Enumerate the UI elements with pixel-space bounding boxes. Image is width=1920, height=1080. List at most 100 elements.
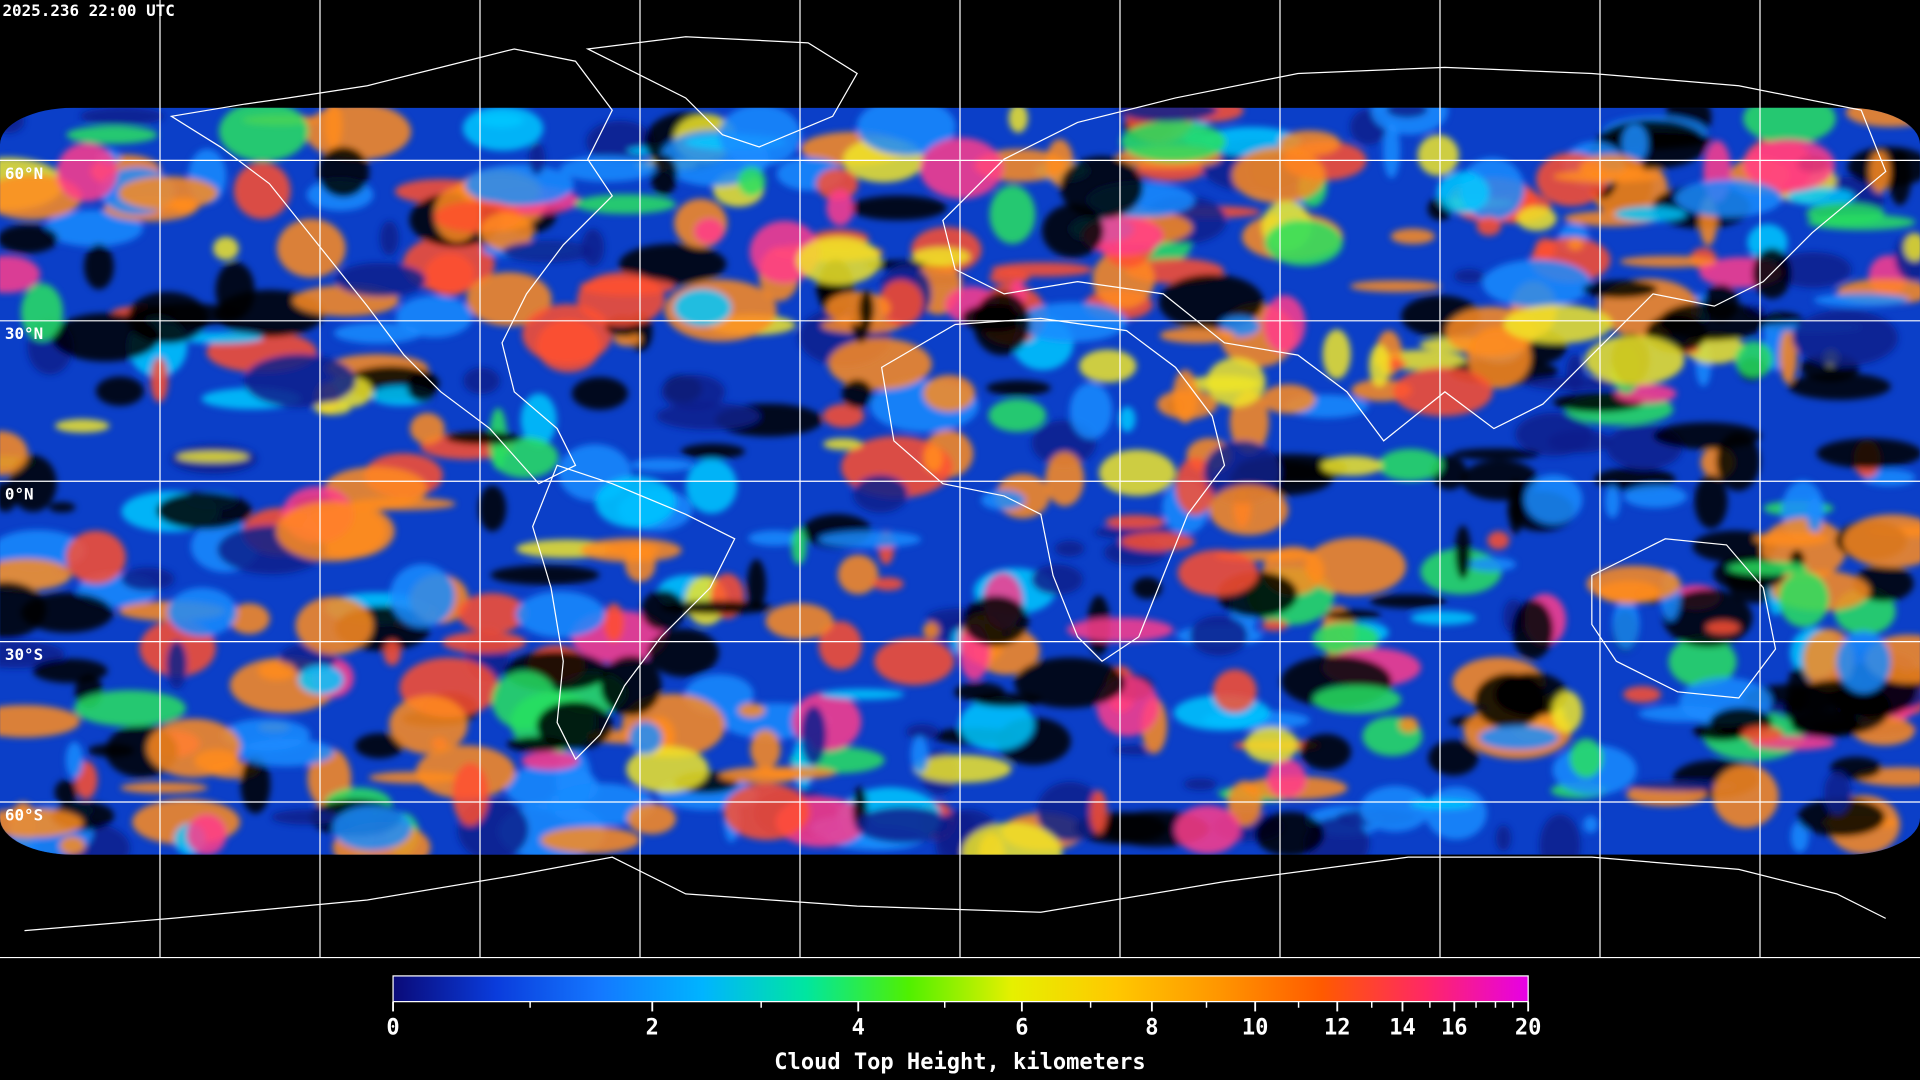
cloud xyxy=(1378,448,1443,481)
cloud xyxy=(905,723,939,740)
cloud xyxy=(694,218,725,244)
cloud xyxy=(0,174,83,220)
colorbar-tick-label: 6 xyxy=(1015,1016,1028,1041)
cloud xyxy=(80,107,165,126)
cloud xyxy=(186,814,227,855)
cloud xyxy=(959,698,1035,751)
cloud xyxy=(1231,147,1326,204)
cloud xyxy=(464,164,575,206)
coastline xyxy=(24,856,1886,932)
cloud xyxy=(1604,485,1621,519)
cloud xyxy=(1264,219,1343,266)
cloud xyxy=(166,640,188,690)
cloud xyxy=(603,603,624,643)
cloud xyxy=(1261,619,1288,631)
cloud xyxy=(825,291,891,325)
colorbar-tick-label: 0 xyxy=(386,1016,399,1041)
cloud xyxy=(1120,532,1195,552)
cloud xyxy=(176,451,250,463)
cloud xyxy=(1172,369,1198,423)
cloud xyxy=(1118,406,1136,432)
colorbar-tick-label: 8 xyxy=(1145,1016,1158,1041)
cloud xyxy=(442,631,527,654)
cloud xyxy=(95,376,144,406)
cloud xyxy=(20,283,64,342)
cloud xyxy=(1790,820,1809,853)
cloud xyxy=(521,751,580,771)
cloud xyxy=(120,782,208,794)
cloud xyxy=(118,176,218,211)
cloud xyxy=(1597,580,1661,604)
cloud xyxy=(1612,599,1640,650)
cloud xyxy=(1278,130,1341,156)
cloud xyxy=(1788,372,1891,400)
cloud xyxy=(718,767,803,784)
cloud xyxy=(1031,564,1083,595)
cloud xyxy=(627,803,677,835)
cloud xyxy=(818,530,922,548)
cloud xyxy=(0,431,28,476)
colorbar-tick-label: 10 xyxy=(1242,1016,1269,1041)
cloud xyxy=(1727,560,1808,576)
cloud xyxy=(1823,771,1852,815)
cloud xyxy=(858,290,875,328)
cloud xyxy=(1516,206,1557,231)
cloud xyxy=(409,413,445,445)
colorbar-tick-label: 14 xyxy=(1389,1016,1416,1041)
cloud xyxy=(1325,609,1381,621)
cloud xyxy=(528,142,546,175)
cloud xyxy=(146,718,241,778)
cloud xyxy=(1842,514,1920,568)
cloud xyxy=(1174,805,1241,854)
cloud xyxy=(1638,705,1728,722)
cloud xyxy=(1409,798,1475,810)
cloud xyxy=(1454,525,1471,580)
cloud xyxy=(1614,206,1687,222)
cloud xyxy=(826,189,854,226)
cloud xyxy=(800,705,827,766)
cloud xyxy=(1322,329,1351,380)
cloud xyxy=(1623,686,1662,703)
cloud xyxy=(1569,738,1603,778)
latitude-label: 30°N xyxy=(5,324,43,343)
cloud xyxy=(650,154,678,196)
cloud xyxy=(0,640,65,669)
cloud xyxy=(1190,615,1248,656)
latitude-label: 60°N xyxy=(5,164,43,183)
cloud xyxy=(1349,280,1442,293)
cloud xyxy=(1428,740,1479,776)
graticule: 60°N 30°N 0°N 30°S 60°S xyxy=(0,0,1920,958)
cloud xyxy=(1582,280,1658,299)
cloud xyxy=(1398,716,1419,733)
cloud xyxy=(304,107,412,160)
cloud xyxy=(1042,204,1104,258)
cloud xyxy=(1036,781,1104,842)
cloud xyxy=(1778,571,1830,628)
cloud xyxy=(1312,685,1402,714)
cloud xyxy=(619,243,727,285)
cloud xyxy=(595,476,676,528)
cloud xyxy=(628,721,663,755)
cloud xyxy=(233,162,291,220)
colorbar-title: Cloud Top Height, kilometers xyxy=(774,1050,1145,1075)
cloud xyxy=(1774,251,1852,288)
cloud xyxy=(1436,171,1490,214)
cloud xyxy=(383,639,401,666)
cloud xyxy=(1734,341,1773,378)
cloud xyxy=(536,701,613,750)
cloud xyxy=(796,236,882,285)
cloud xyxy=(452,762,489,826)
cloud xyxy=(1479,725,1559,750)
cloud xyxy=(1320,455,1383,476)
cloud xyxy=(1787,187,1855,206)
cloud xyxy=(1712,764,1779,828)
cloud xyxy=(1017,302,1127,343)
cloud xyxy=(59,836,86,855)
cloud xyxy=(600,655,662,716)
cloud xyxy=(656,402,760,430)
cloud xyxy=(1209,484,1289,536)
cloud xyxy=(818,621,862,670)
cloud xyxy=(961,822,1063,855)
cloud xyxy=(1783,679,1891,736)
cloud xyxy=(1753,531,1830,547)
